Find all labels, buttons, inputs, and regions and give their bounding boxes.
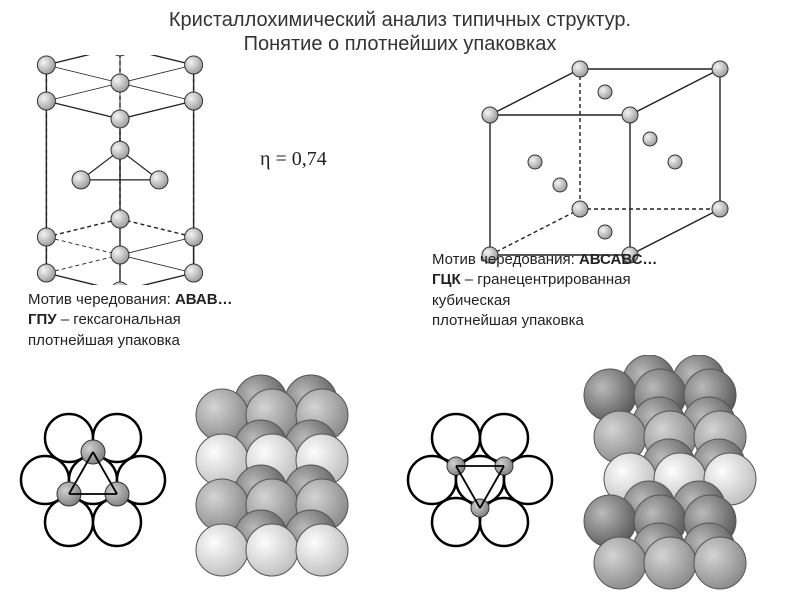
left-desc3: плотнейшая упаковка (28, 332, 180, 349)
left-label: Мотив чередования: АВАВ… ГПУ – гексагона… (28, 290, 233, 351)
cube-lattice-diagram (450, 55, 750, 270)
sphere-stack-right (580, 355, 760, 605)
eta-value: η = 0,74 (260, 148, 327, 171)
left-motiv-pattern: АВАВ… (175, 291, 233, 308)
left-abbr: ГПУ (28, 311, 57, 328)
hex-lattice-diagram (10, 55, 230, 290)
right-label: Мотив чередования: АВСАВС… ГЦК – гранеце… (432, 250, 657, 331)
left-motiv-pre: Мотив чередования: (28, 291, 175, 308)
right-motiv-pattern: АВСАВС… (579, 251, 657, 268)
flower-hcp (8, 410, 178, 570)
flower-fcc (395, 410, 565, 570)
right-desc4: плотнейшая упаковка (432, 312, 584, 329)
right-motiv-pre: Мотив чередования: (432, 251, 579, 268)
title-line1: Кристаллохимический анализ типичных стру… (169, 9, 631, 31)
title-line2: Понятие о плотнейших упаковках (244, 33, 557, 55)
right-desc3: кубическая (432, 292, 510, 309)
right-abbr: ГЦК (432, 271, 461, 288)
right-desc2: – гранецентрированная (461, 271, 631, 288)
page-title: Кристаллохимический анализ типичных стру… (0, 0, 800, 56)
sphere-stack-left (190, 370, 355, 600)
left-desc2: – гексагональная (57, 311, 181, 328)
